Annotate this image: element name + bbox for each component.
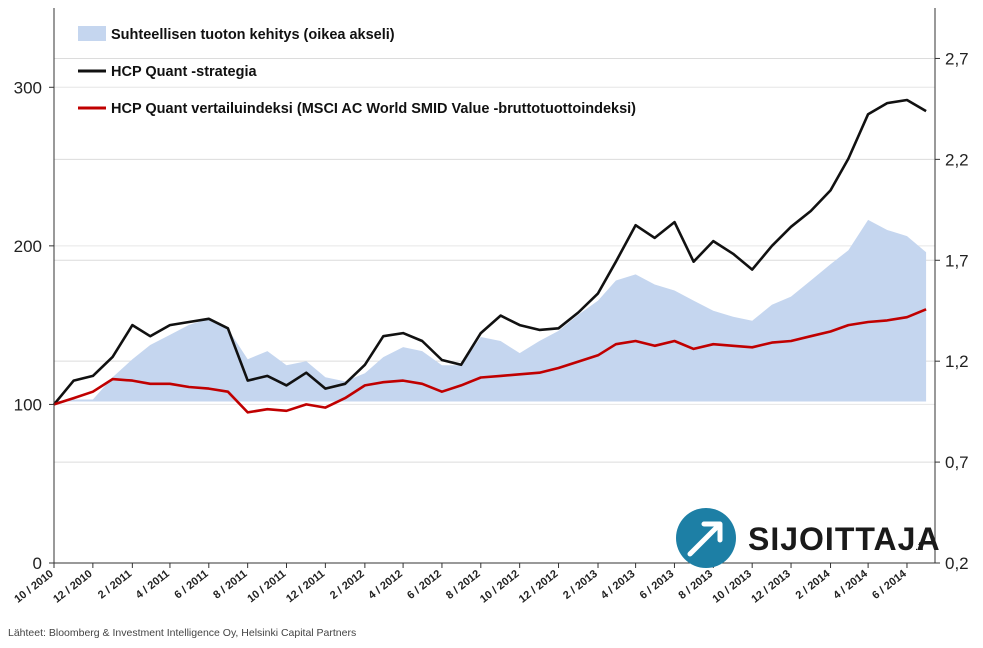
legend-swatch-area bbox=[78, 26, 106, 41]
x-tick-label: 12 / 2012 bbox=[517, 568, 561, 606]
right-y-tick-label: 1,2 bbox=[945, 352, 969, 371]
sijoittaja-logo: SIJOITTAJA .fi bbox=[676, 508, 941, 568]
x-tick-label: 4 / 2011 bbox=[134, 568, 172, 602]
legend-label-strategy: HCP Quant -strategia bbox=[111, 64, 258, 80]
x-tick-label: 6 / 2013 bbox=[638, 568, 677, 602]
x-tick-label: 12 / 2011 bbox=[284, 568, 327, 605]
x-tick-label: 10 / 2012 bbox=[478, 568, 522, 606]
x-tick-label: 6 / 2014 bbox=[870, 567, 909, 601]
x-tick-label: 4 / 2012 bbox=[366, 568, 405, 602]
x-tick-label: 4 / 2013 bbox=[599, 568, 638, 602]
right-y-tick-label: 0,7 bbox=[945, 453, 969, 472]
x-tick-label: 2 / 2013 bbox=[561, 568, 600, 602]
x-tick-label: 8 / 2011 bbox=[211, 568, 249, 602]
logo-suffix: .fi bbox=[915, 541, 924, 553]
x-tick-label: 10 / 2013 bbox=[710, 568, 754, 606]
gridlines bbox=[54, 57, 935, 463]
x-tick-label: 10 / 2010 bbox=[12, 568, 56, 606]
legend-label-benchmark: HCP Quant vertailuindeksi (MSCI AC World… bbox=[111, 101, 636, 117]
x-tick-label: 8 / 2013 bbox=[676, 568, 715, 602]
x-tick-label: 6 / 2011 bbox=[172, 568, 210, 602]
right-y-tick-label: 0,2 bbox=[945, 554, 969, 573]
right-y-tick-label: 2,2 bbox=[945, 150, 969, 169]
legend-label-area: Suhteellisen tuoton kehitys (oikea aksel… bbox=[111, 27, 395, 43]
relative-return-area-path bbox=[54, 219, 927, 402]
strategy-line bbox=[52, 98, 927, 406]
x-tick-label: 6 / 2012 bbox=[405, 568, 444, 602]
logo-text: SIJOITTAJA bbox=[748, 521, 941, 557]
left-y-tick-label: 0 bbox=[33, 554, 42, 573]
source-note: Lähteet: Bloomberg & Investment Intellig… bbox=[8, 627, 356, 639]
relative-return-area bbox=[54, 219, 927, 402]
right-y-tick-label: 1,7 bbox=[945, 251, 969, 270]
left-y-tick-label: 200 bbox=[14, 237, 42, 256]
arrow-icon bbox=[687, 521, 723, 557]
left-y-tick-labels: 0 100 200 300 bbox=[14, 78, 54, 573]
legend: Suhteellisen tuoton kehitys (oikea aksel… bbox=[78, 26, 636, 117]
x-tick-label: 10 / 2011 bbox=[245, 568, 288, 605]
x-tick-label: 12 / 2010 bbox=[51, 568, 95, 606]
x-tick-label: 2 / 2011 bbox=[96, 568, 134, 602]
right-y-tick-label: 2,7 bbox=[945, 49, 969, 68]
x-tick-label: 8 / 2012 bbox=[444, 568, 483, 602]
right-y-tick-labels: 0,2 0,7 1,2 1,7 2,2 2,7 bbox=[935, 49, 969, 573]
benchmark-line bbox=[53, 308, 927, 414]
series-lines bbox=[52, 98, 927, 414]
x-tick-label: 4 / 2014 bbox=[831, 567, 870, 601]
left-y-tick-label: 300 bbox=[14, 78, 42, 97]
x-tick-label: 2 / 2014 bbox=[794, 567, 833, 601]
left-y-tick-label: 100 bbox=[14, 395, 42, 414]
x-tick-label: 12 / 2013 bbox=[749, 568, 793, 606]
x-tick-label: 2 / 2012 bbox=[328, 568, 367, 602]
axes bbox=[53, 8, 936, 564]
